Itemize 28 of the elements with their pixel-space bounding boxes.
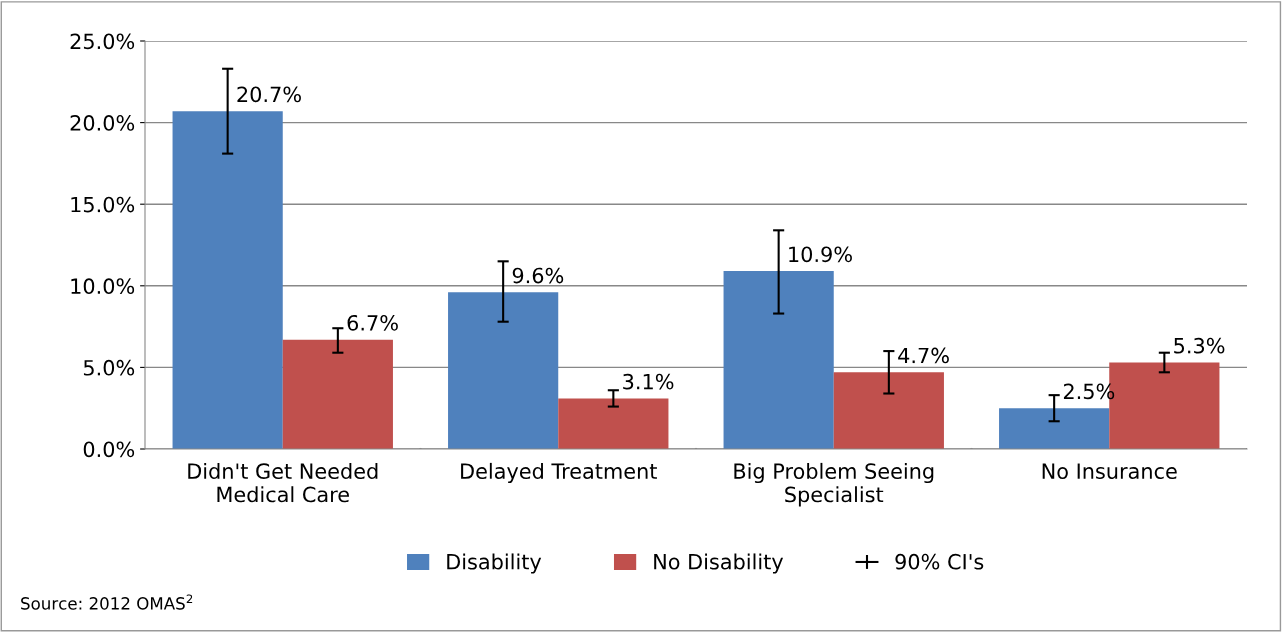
data-label: 10.9% bbox=[789, 246, 852, 263]
legend-label: Disability bbox=[447, 553, 542, 574]
data-label: 3.1% bbox=[623, 373, 674, 390]
y-tick-label: 25.0% bbox=[70, 33, 135, 50]
data-label: 6.7% bbox=[347, 314, 398, 331]
x-tick-label: No Insurance bbox=[1042, 463, 1177, 480]
text: 90% CI's bbox=[895, 553, 984, 570]
bar bbox=[448, 292, 559, 449]
bar bbox=[999, 408, 1110, 449]
data-label: 20.7% bbox=[237, 86, 301, 103]
y-tick-label: 20.0% bbox=[70, 115, 135, 131]
x-tick-label: Delayed Treatment bbox=[461, 462, 657, 484]
data-label: 9.6% bbox=[512, 267, 564, 284]
data-label: 4.7% bbox=[898, 347, 949, 364]
y-tick-label: 0.0% bbox=[83, 441, 135, 458]
y-tick-label: 15.0% bbox=[71, 196, 135, 213]
bar bbox=[558, 398, 669, 449]
bar bbox=[172, 111, 283, 449]
y-tick-label: 5.0% bbox=[83, 359, 135, 376]
legend-label: No Disability bbox=[654, 553, 784, 574]
x-tick-label: Didn't Get Needed Medical Care bbox=[188, 462, 378, 503]
bar bbox=[282, 339, 393, 449]
bar bbox=[833, 372, 944, 449]
y-tick-label: 10.0% bbox=[71, 278, 135, 295]
source-note: Source: 2012 OMAS$^{2}$ bbox=[21, 594, 193, 610]
bar bbox=[723, 271, 834, 449]
data-label: 5.3% bbox=[1174, 337, 1225, 354]
x-tick-label: Big Problem Seeing Specialist bbox=[734, 462, 934, 507]
